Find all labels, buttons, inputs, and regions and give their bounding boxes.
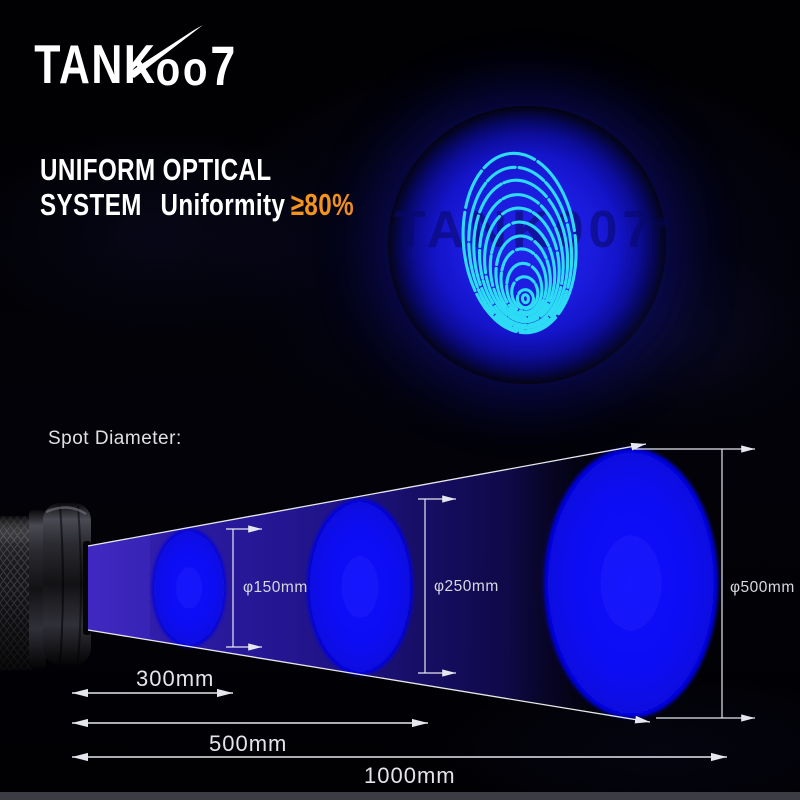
bottom-band	[0, 792, 800, 800]
headline: UNIFORM OPTICAL SYSTEM Uniformity ≥80%	[40, 152, 354, 222]
diameter-label-500mm: φ500mm	[730, 579, 795, 596]
brand-logo: TANK oo 7	[34, 25, 235, 92]
distance-label-500mm: 500mm	[209, 731, 287, 756]
diameter-label-250mm: φ250mm	[434, 578, 499, 595]
spot-ellipse-250mm	[307, 499, 413, 675]
fingerprint-ridge	[488, 220, 557, 322]
headline-line1: UNIFORM OPTICAL	[40, 152, 272, 187]
diameter-label-150mm: φ150mm	[243, 579, 308, 596]
section-title: Spot Diameter:	[48, 428, 182, 449]
spot-ellipse-150mm	[152, 529, 226, 647]
beam-cone-bright	[88, 535, 150, 641]
distance-label-300mm: 300mm	[136, 666, 214, 691]
bezel-groove	[59, 504, 64, 664]
fingerprint-ridge	[483, 206, 561, 324]
flashlight-ring	[29, 510, 46, 668]
logo-text-7: 7	[210, 34, 235, 92]
bezel-groove	[77, 505, 82, 662]
flashlight-bezel	[43, 503, 91, 665]
headline-system: SYSTEM	[40, 187, 142, 222]
headline-line2: SYSTEM Uniformity ≥80%	[40, 187, 354, 222]
uniformity-badge: ≥80%	[290, 187, 354, 222]
headline-uniformity: Uniformity	[160, 187, 286, 222]
uv-spot-circle: TANK007®	[388, 106, 667, 384]
fingerprint-core	[520, 293, 530, 305]
logo-swoosh	[128, 25, 203, 78]
fingerprint-ridge	[467, 165, 574, 333]
bezel-highlight	[45, 506, 87, 516]
flashlight-knurl-shading	[0, 516, 31, 670]
registered-mark: ®	[656, 215, 673, 233]
fingerprint-ridge	[472, 178, 570, 330]
distance-label-1000mm: 1000mm	[364, 763, 456, 788]
beam-edge-bottom	[87, 629, 651, 724]
logo-text-tank: TANK	[34, 34, 156, 92]
beam-edge-top	[87, 442, 647, 547]
fingerprint-ridge	[494, 234, 552, 320]
flashlight-graphic	[0, 503, 91, 670]
fingerprint-graphic	[461, 151, 578, 335]
fingerprint-ridge	[499, 247, 548, 317]
fingerprint-ridge	[461, 151, 578, 335]
spot-ellipse-500mm	[544, 448, 718, 718]
fingerprint-ridge	[510, 275, 540, 311]
fingerprint-ridge	[505, 261, 544, 314]
